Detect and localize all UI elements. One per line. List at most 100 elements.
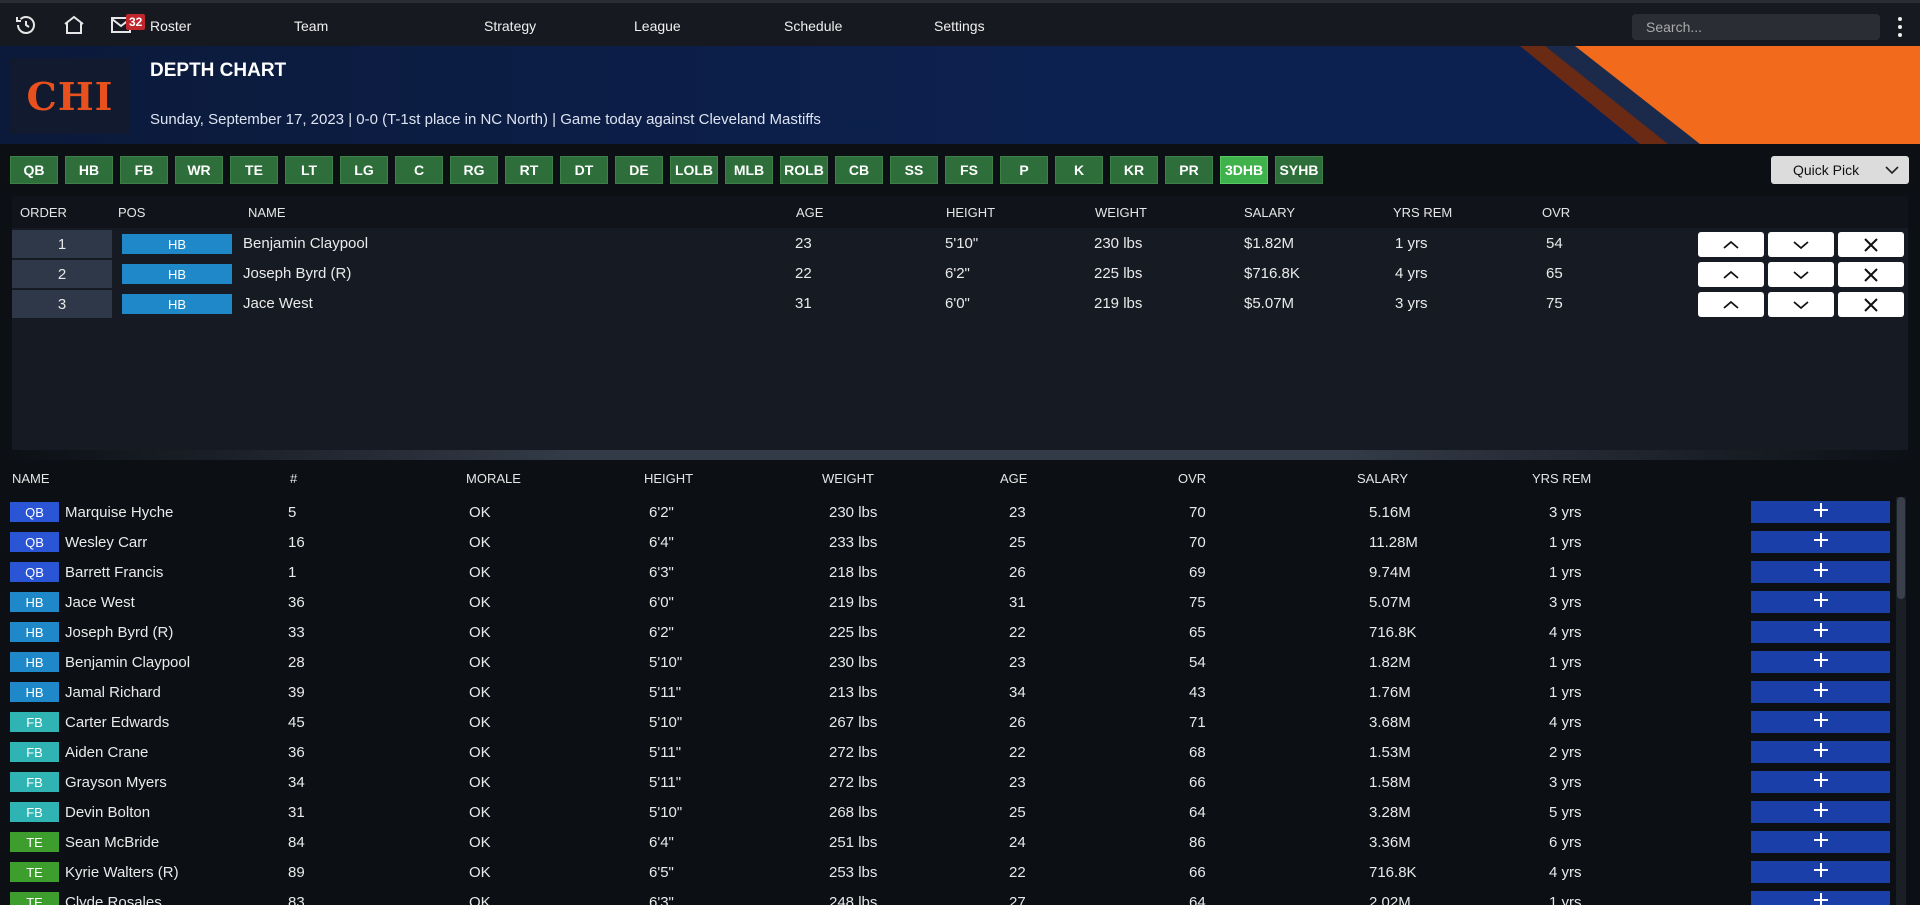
add-to-depth-button[interactable]: [1751, 681, 1890, 703]
player-name[interactable]: Benjamin Claypool: [65, 654, 191, 671]
nav-item-strategy[interactable]: Strategy: [484, 18, 537, 34]
roster-row[interactable]: QB Barrett Francis 1 OK 6'3" 218 lbs 26 69 9.74M…: [0, 557, 1895, 587]
add-to-depth-button[interactable]: [1751, 561, 1890, 583]
tab-hb[interactable]: HB: [65, 156, 113, 184]
roster-row[interactable]: FB Aiden Crane 36 OK 5'11" 272 lbs 22 68 1.53M 2 …: [0, 737, 1895, 767]
tab-rolb[interactable]: ROLB: [780, 156, 828, 184]
nav-item-schedule[interactable]: Schedule: [784, 18, 843, 34]
player-name[interactable]: Kyrie Walters (R): [65, 864, 179, 881]
add-to-depth-button[interactable]: [1751, 531, 1890, 553]
nav-item-team[interactable]: Team: [294, 18, 329, 34]
nav-item-league[interactable]: League: [634, 18, 681, 34]
ovr-cell: 64: [1189, 894, 1206, 905]
tab-syhb[interactable]: SYHB: [1275, 156, 1323, 184]
tab-qb[interactable]: QB: [10, 156, 58, 184]
add-to-depth-button[interactable]: [1751, 801, 1890, 823]
tab-ss[interactable]: SS: [890, 156, 938, 184]
player-name[interactable]: Sean McBride: [65, 834, 160, 851]
add-to-depth-button[interactable]: [1751, 741, 1890, 763]
roster-row[interactable]: HB Joseph Byrd (R) 33 OK 6'2" 225 lbs 22 65 716.…: [0, 617, 1895, 647]
move-up-button[interactable]: [1698, 292, 1764, 317]
yrs-rem-cell: 3 yrs: [1549, 594, 1582, 611]
tab-lt[interactable]: LT: [285, 156, 333, 184]
roster-row[interactable]: QB Wesley Carr 16 OK 6'4" 233 lbs 25 70 11.28M 1 …: [0, 527, 1895, 557]
tab-lolb[interactable]: LOLB: [670, 156, 718, 184]
player-name[interactable]: Joseph Byrd (R): [65, 624, 174, 641]
remove-button[interactable]: [1838, 262, 1904, 287]
move-down-button[interactable]: [1768, 262, 1834, 287]
tab-cb[interactable]: CB: [835, 156, 883, 184]
home-icon[interactable]: [60, 11, 88, 39]
tab-k[interactable]: K: [1055, 156, 1103, 184]
tab-de[interactable]: DE: [615, 156, 663, 184]
add-to-depth-button[interactable]: [1751, 831, 1890, 853]
player-name[interactable]: Grayson Myers: [65, 774, 167, 791]
add-to-depth-button[interactable]: [1751, 651, 1890, 673]
move-down-button[interactable]: [1768, 232, 1834, 257]
banner-stripe-decoration: [1520, 46, 1920, 144]
history-icon[interactable]: [12, 11, 40, 39]
move-down-button[interactable]: [1768, 292, 1834, 317]
age-cell: 26: [1009, 714, 1026, 731]
tab-rt[interactable]: RT: [505, 156, 553, 184]
tab-te[interactable]: TE: [230, 156, 278, 184]
tab-rg[interactable]: RG: [450, 156, 498, 184]
nav-item-settings[interactable]: Settings: [934, 18, 985, 34]
tab-lg[interactable]: LG: [340, 156, 388, 184]
number-cell: 36: [288, 744, 305, 761]
kebab-menu-icon[interactable]: [1890, 15, 1910, 39]
tab-3dhb[interactable]: 3DHB: [1220, 156, 1268, 184]
add-to-depth-button[interactable]: [1751, 861, 1890, 883]
player-name[interactable]: Jamal Richard: [65, 684, 161, 701]
roster-row[interactable]: FB Carter Edwards 45 OK 5'10" 267 lbs 26 71 3.68…: [0, 707, 1895, 737]
remove-button[interactable]: [1838, 232, 1904, 257]
depth-chart-table: ORDER POS NAME AGE HEIGHT WEIGHT SALARY …: [12, 196, 1908, 450]
roster-row[interactable]: HB Jamal Richard 39 OK 5'11" 213 lbs 34 43 1.76M…: [0, 677, 1895, 707]
roster-row[interactable]: FB Grayson Myers 34 OK 5'11" 272 lbs 23 66 1.58M…: [0, 767, 1895, 797]
player-name[interactable]: Devin Bolton: [65, 804, 151, 821]
player-name[interactable]: Clyde Rosales: [65, 894, 162, 905]
add-to-depth-button[interactable]: [1751, 711, 1890, 733]
tab-p[interactable]: P: [1000, 156, 1048, 184]
salary-cell: 716.8K: [1369, 624, 1417, 641]
add-to-depth-button[interactable]: [1751, 771, 1890, 793]
player-name[interactable]: Wesley Carr: [65, 534, 148, 551]
roster-scrollbar[interactable]: [1896, 497, 1906, 905]
add-to-depth-button[interactable]: [1751, 621, 1890, 643]
roster-row[interactable]: FB Devin Bolton 31 OK 5'10" 268 lbs 25 64 3.28M 5…: [0, 797, 1895, 827]
tab-c[interactable]: C: [395, 156, 443, 184]
quick-pick-dropdown[interactable]: Quick Pick: [1771, 156, 1909, 184]
add-to-depth-button[interactable]: [1751, 591, 1890, 613]
weight-cell: 230 lbs: [1094, 235, 1143, 252]
remove-button[interactable]: [1838, 292, 1904, 317]
tab-wr[interactable]: WR: [175, 156, 223, 184]
move-up-button[interactable]: [1698, 232, 1764, 257]
roster-row[interactable]: TE Clyde Rosales 83 OK 6'3" 248 lbs 27 64 2.02M 1…: [0, 887, 1895, 905]
tab-mlb[interactable]: MLB: [725, 156, 773, 184]
roster-row[interactable]: QB Marquise Hyche 5 OK 6'2" 230 lbs 23 70 5.16M 3…: [0, 497, 1895, 527]
add-to-depth-button[interactable]: [1751, 501, 1890, 523]
player-name[interactable]: Jace West: [65, 594, 135, 611]
player-name[interactable]: Marquise Hyche: [65, 504, 174, 521]
mail-icon[interactable]: 32: [108, 11, 146, 39]
search-input[interactable]: Search...: [1632, 14, 1880, 40]
roster-row[interactable]: TE Kyrie Walters (R) 89 OK 6'5" 253 lbs 22 66 71…: [0, 857, 1895, 887]
move-up-button[interactable]: [1698, 262, 1764, 287]
scrollbar-thumb[interactable]: [1897, 497, 1905, 599]
roster-row[interactable]: HB Benjamin Claypool 28 OK 5'10" 230 lbs 23 54 1…: [0, 647, 1895, 677]
nav-item-roster[interactable]: Roster: [150, 18, 192, 34]
depth-chart-row[interactable]: 2 HB Joseph Byrd (R) 22 6'2" 225 lbs $716.8K 4 …: [12, 260, 1908, 288]
tab-dt[interactable]: DT: [560, 156, 608, 184]
player-name[interactable]: Barrett Francis: [65, 564, 164, 581]
player-name[interactable]: Aiden Crane: [65, 744, 149, 761]
tab-kr[interactable]: KR: [1110, 156, 1158, 184]
add-to-depth-button[interactable]: [1751, 891, 1890, 905]
depth-chart-row[interactable]: 3 HB Jace West 31 6'0" 219 lbs $5.07M 3 yrs 75: [12, 290, 1908, 318]
tab-pr[interactable]: PR: [1165, 156, 1213, 184]
player-name[interactable]: Carter Edwards: [65, 714, 170, 731]
tab-fs[interactable]: FS: [945, 156, 993, 184]
roster-row[interactable]: TE Sean McBride 84 OK 6'4" 251 lbs 24 86 3.36M 6 …: [0, 827, 1895, 857]
roster-row[interactable]: HB Jace West 36 OK 6'0" 219 lbs 31 75 5.07M 3 yrs: [0, 587, 1895, 617]
tab-fb[interactable]: FB: [120, 156, 168, 184]
depth-chart-row[interactable]: 1 HB Benjamin Claypool 23 5'10" 230 lbs $1.82M…: [12, 230, 1908, 258]
